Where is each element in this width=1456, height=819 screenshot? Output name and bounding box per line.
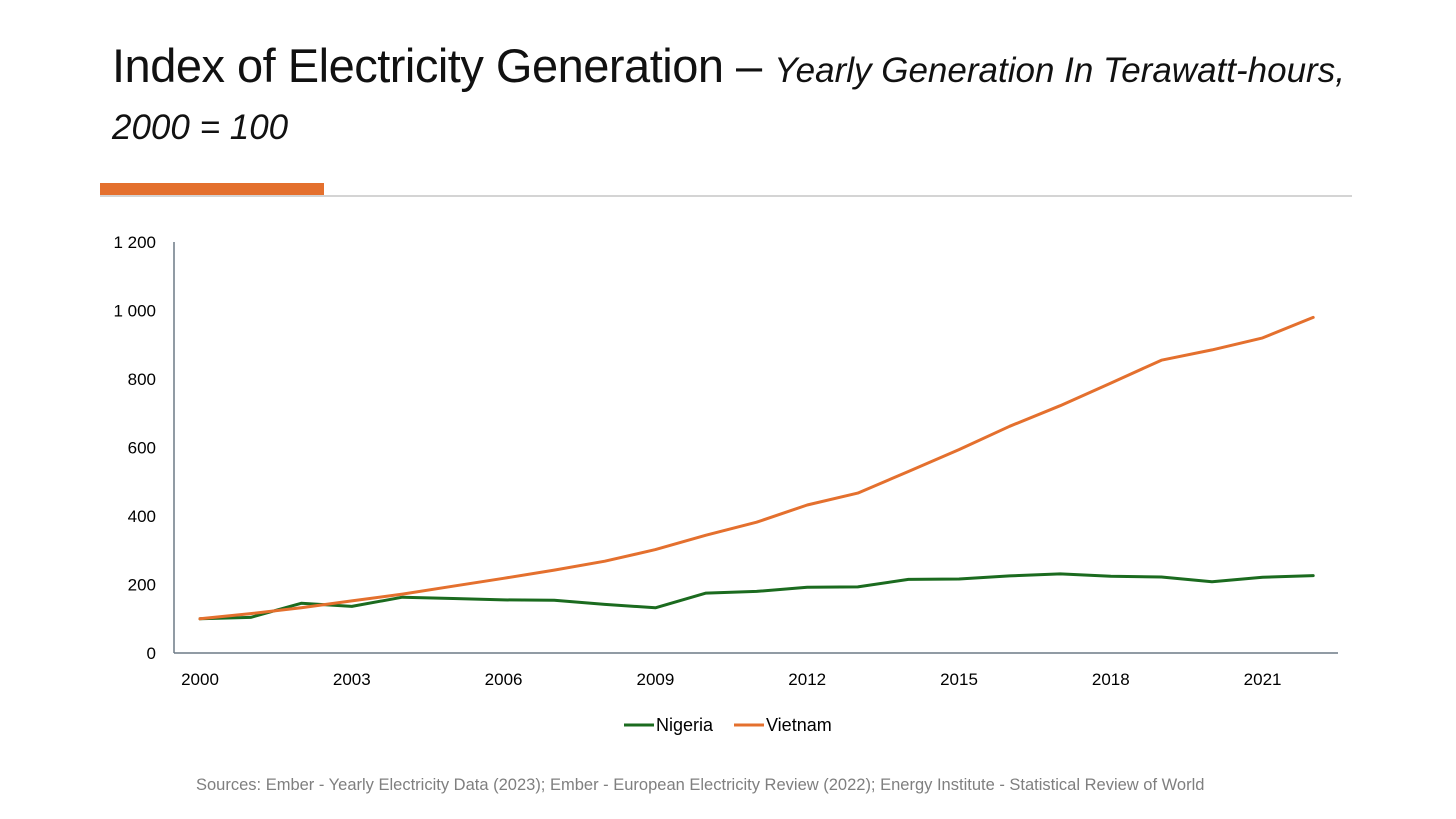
x-tick-label: 2012: [788, 670, 826, 689]
x-tick-label: 2003: [333, 670, 371, 689]
source-note: Sources: Ember - Yearly Electricity Data…: [196, 776, 1205, 794]
header-divider: [100, 195, 1352, 197]
y-tick-label: 200: [128, 576, 156, 595]
title-main: Index of Electricity Generation –: [112, 39, 762, 92]
x-axis-tick-labels: 2000 2003 2006 2009 2012 2015 2018 2021: [181, 670, 1281, 689]
chart-legend: Nigeria Vietnam: [624, 715, 832, 735]
y-tick-label: 400: [128, 507, 156, 526]
series-line-vietnam: [198, 315, 1315, 621]
chart-subtitle: Yearly Generation In Terawatt-hours, 200…: [112, 51, 1345, 147]
y-tick-label: 1 000: [113, 302, 156, 321]
chart-title: Index of Electricity Generation – Yearly…: [112, 40, 1352, 154]
x-tick-label: 2009: [636, 670, 674, 689]
legend-label-nigeria: Nigeria: [656, 715, 714, 735]
y-axis-tick-labels: 0 200 400 600 800 1 000 1 200: [113, 233, 156, 663]
series-lines: [198, 315, 1315, 621]
title-accent-bar: [100, 183, 324, 196]
legend-label-vietnam: Vietnam: [766, 715, 832, 735]
x-tick-label: 2000: [181, 670, 219, 689]
y-tick-label: 0: [147, 644, 156, 663]
y-tick-label: 1 200: [113, 233, 156, 252]
series-line-nigeria: [198, 572, 1315, 621]
x-tick-label: 2015: [940, 670, 978, 689]
y-tick-label: 800: [128, 370, 156, 389]
x-tick-label: 2021: [1244, 670, 1282, 689]
x-tick-label: 2018: [1092, 670, 1130, 689]
y-tick-label: 600: [128, 439, 156, 458]
x-tick-label: 2006: [485, 670, 523, 689]
